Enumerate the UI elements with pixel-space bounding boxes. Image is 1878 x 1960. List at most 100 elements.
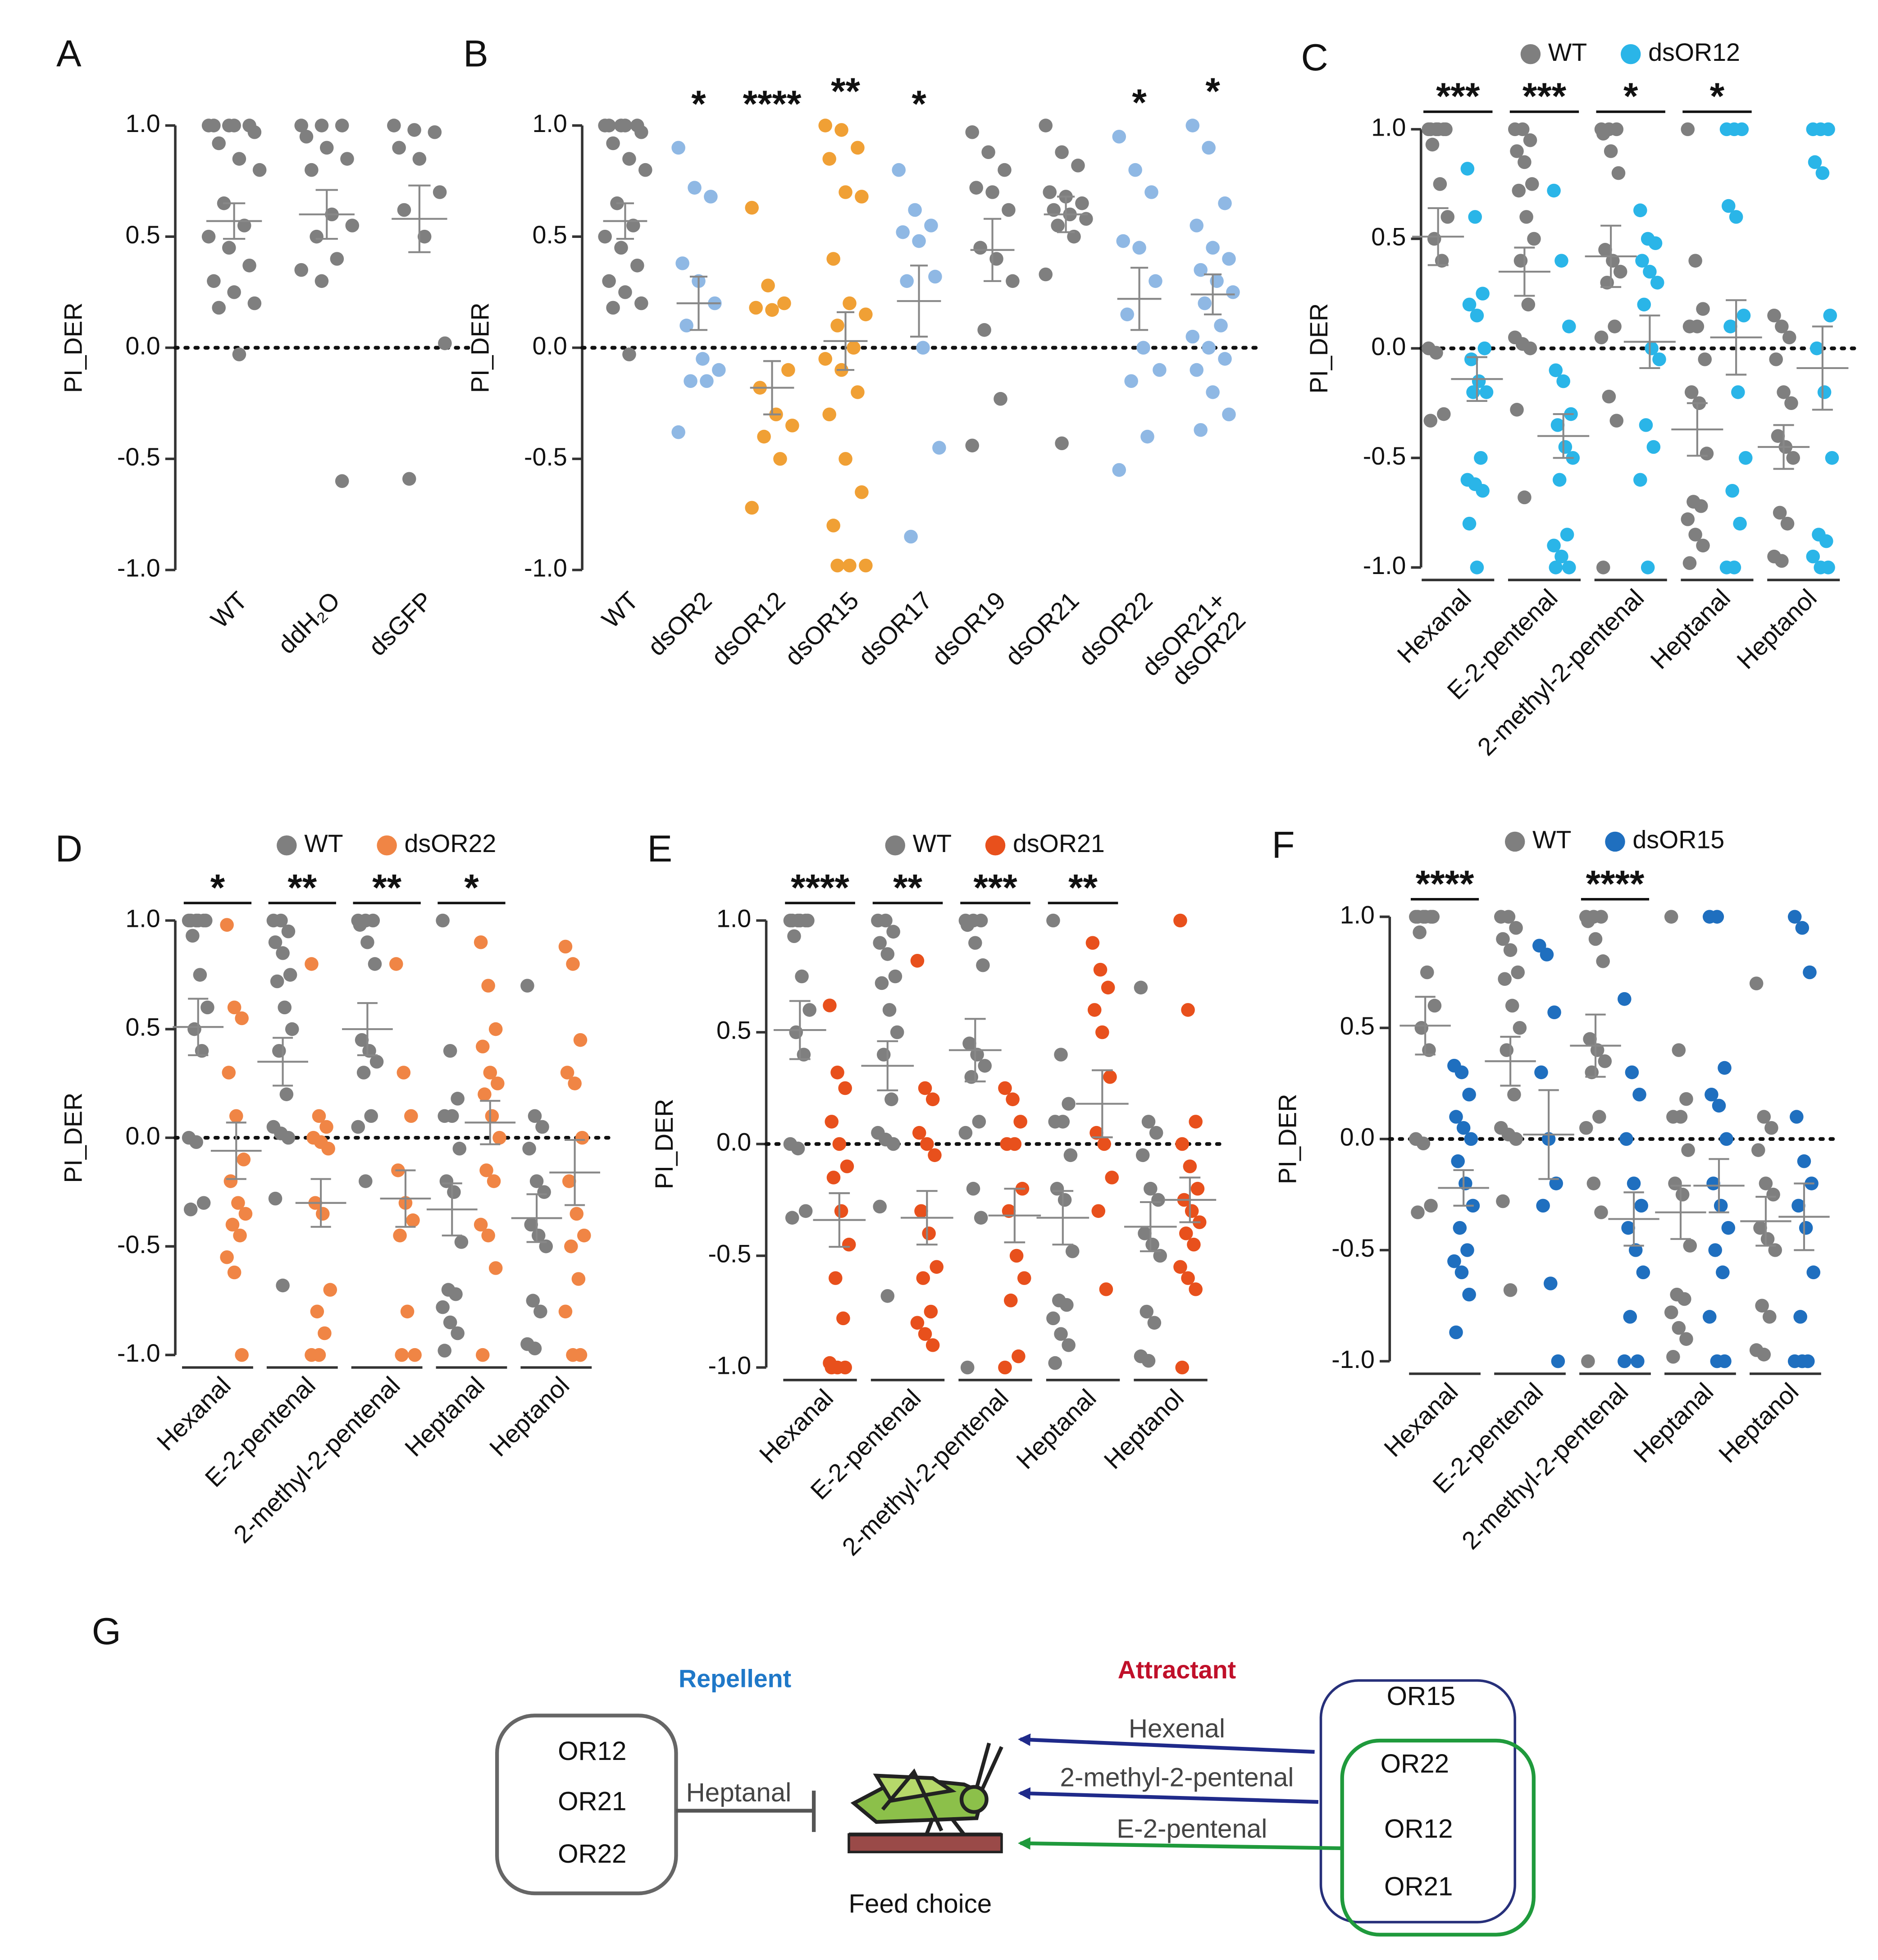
significance: *	[1132, 82, 1147, 123]
data-point	[880, 1289, 895, 1303]
data-point	[781, 363, 795, 377]
data-point	[1609, 122, 1624, 137]
data-point	[1091, 1204, 1106, 1218]
data-point	[1468, 210, 1482, 224]
data-point	[880, 947, 895, 961]
y-tick-label: 0.0	[1340, 1123, 1375, 1151]
data-point	[1639, 418, 1653, 432]
data-point	[1173, 1260, 1187, 1274]
data-point	[1558, 440, 1573, 454]
data-point	[1439, 122, 1453, 137]
data-point	[801, 913, 815, 928]
data-point	[474, 935, 488, 949]
data-point	[998, 1360, 1012, 1375]
data-point	[1714, 1199, 1728, 1213]
data-point	[233, 1228, 247, 1243]
data-point	[822, 152, 836, 166]
data-point	[1793, 1310, 1807, 1324]
data-point	[305, 957, 319, 971]
data-point	[962, 1036, 976, 1051]
data-point	[531, 1228, 546, 1243]
data-point	[1594, 330, 1609, 345]
y-tick-label: -0.5	[524, 443, 567, 471]
x-tick-label: Heptanol	[1099, 1384, 1189, 1474]
data-point	[1427, 232, 1441, 246]
data-point	[965, 438, 980, 453]
legend-label: WT	[1548, 38, 1587, 66]
data-point	[910, 1316, 925, 1330]
data-point	[745, 201, 759, 215]
data-point	[882, 1003, 897, 1017]
data-point	[1140, 429, 1154, 444]
data-point	[873, 1199, 887, 1214]
data-point	[1679, 1092, 1693, 1106]
data-point	[976, 958, 990, 972]
data-point	[875, 976, 889, 990]
data-point	[908, 203, 922, 217]
legend-marker	[1605, 831, 1625, 852]
y-axis-label: PI_DER	[1274, 1094, 1302, 1185]
legend-label: dsOR15	[1632, 826, 1724, 854]
data-point	[826, 1171, 841, 1185]
data-point	[186, 929, 200, 943]
data-point	[1641, 561, 1655, 574]
data-point	[237, 219, 251, 232]
chart-panel: A PI_DER 1.0 0.5 0.0 -0.5 -1.0 WT ddH₂O dsGFP	[56, 33, 478, 661]
data-point	[1598, 243, 1612, 257]
data-point	[360, 935, 374, 949]
y-tick-label: 0.0	[125, 1122, 160, 1150]
data-point	[1454, 1065, 1469, 1080]
data-point	[1509, 921, 1523, 935]
data-point	[1198, 296, 1212, 310]
data-point	[315, 119, 329, 132]
data-point	[355, 1033, 369, 1047]
data-point	[1588, 932, 1603, 946]
data-point	[247, 296, 262, 310]
y-tick-label: 1.0	[125, 905, 160, 933]
data-point	[520, 979, 534, 993]
y-tick-label: 1.0	[125, 109, 160, 137]
data-point	[1549, 363, 1563, 378]
data-point	[1440, 210, 1455, 224]
x-tick-label: ddH₂O	[273, 586, 346, 659]
data-point	[1619, 1132, 1633, 1146]
data-point	[1755, 1299, 1769, 1313]
data-point	[1627, 1176, 1641, 1190]
y-tick-label: -0.5	[117, 1231, 160, 1258]
data-point	[1055, 145, 1069, 160]
data-point	[1515, 122, 1530, 137]
data-point	[1683, 1239, 1697, 1253]
data-point	[488, 1022, 503, 1036]
data-point	[1549, 561, 1563, 574]
data-point	[671, 141, 685, 155]
significance: ****	[1586, 863, 1645, 905]
data-point	[528, 1341, 542, 1356]
data-point	[634, 296, 648, 310]
data-point	[369, 1055, 384, 1069]
data-point	[1631, 1354, 1645, 1368]
data-point	[1771, 429, 1785, 443]
significance: **	[831, 70, 860, 112]
data-point	[1602, 389, 1616, 404]
data-point	[916, 1271, 930, 1285]
significance: ****	[743, 83, 802, 125]
data-point	[1116, 234, 1130, 248]
data-point	[789, 1025, 803, 1039]
data-point	[1460, 1243, 1474, 1257]
data-point	[1586, 1176, 1601, 1190]
data-point	[876, 1048, 891, 1062]
data-point	[1718, 1061, 1732, 1075]
data-point	[886, 925, 900, 939]
chart-panel: EPI_DER1.00.50.0-0.5-1.0Hexanal****E-2-p…	[647, 828, 1226, 1561]
data-point	[830, 558, 844, 573]
data-point	[761, 278, 775, 292]
data-point	[757, 429, 771, 444]
data-point	[449, 1287, 463, 1301]
data-point	[1134, 980, 1148, 995]
data-point	[1453, 1221, 1467, 1235]
data-point	[1055, 436, 1069, 451]
x-tick-label: dsOR12	[706, 586, 791, 671]
data-point	[1039, 267, 1053, 282]
data-point	[406, 1213, 420, 1227]
data-point	[1144, 185, 1158, 199]
